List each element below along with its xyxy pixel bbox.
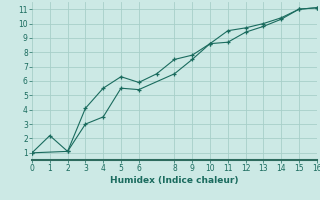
X-axis label: Humidex (Indice chaleur): Humidex (Indice chaleur) xyxy=(110,176,239,185)
